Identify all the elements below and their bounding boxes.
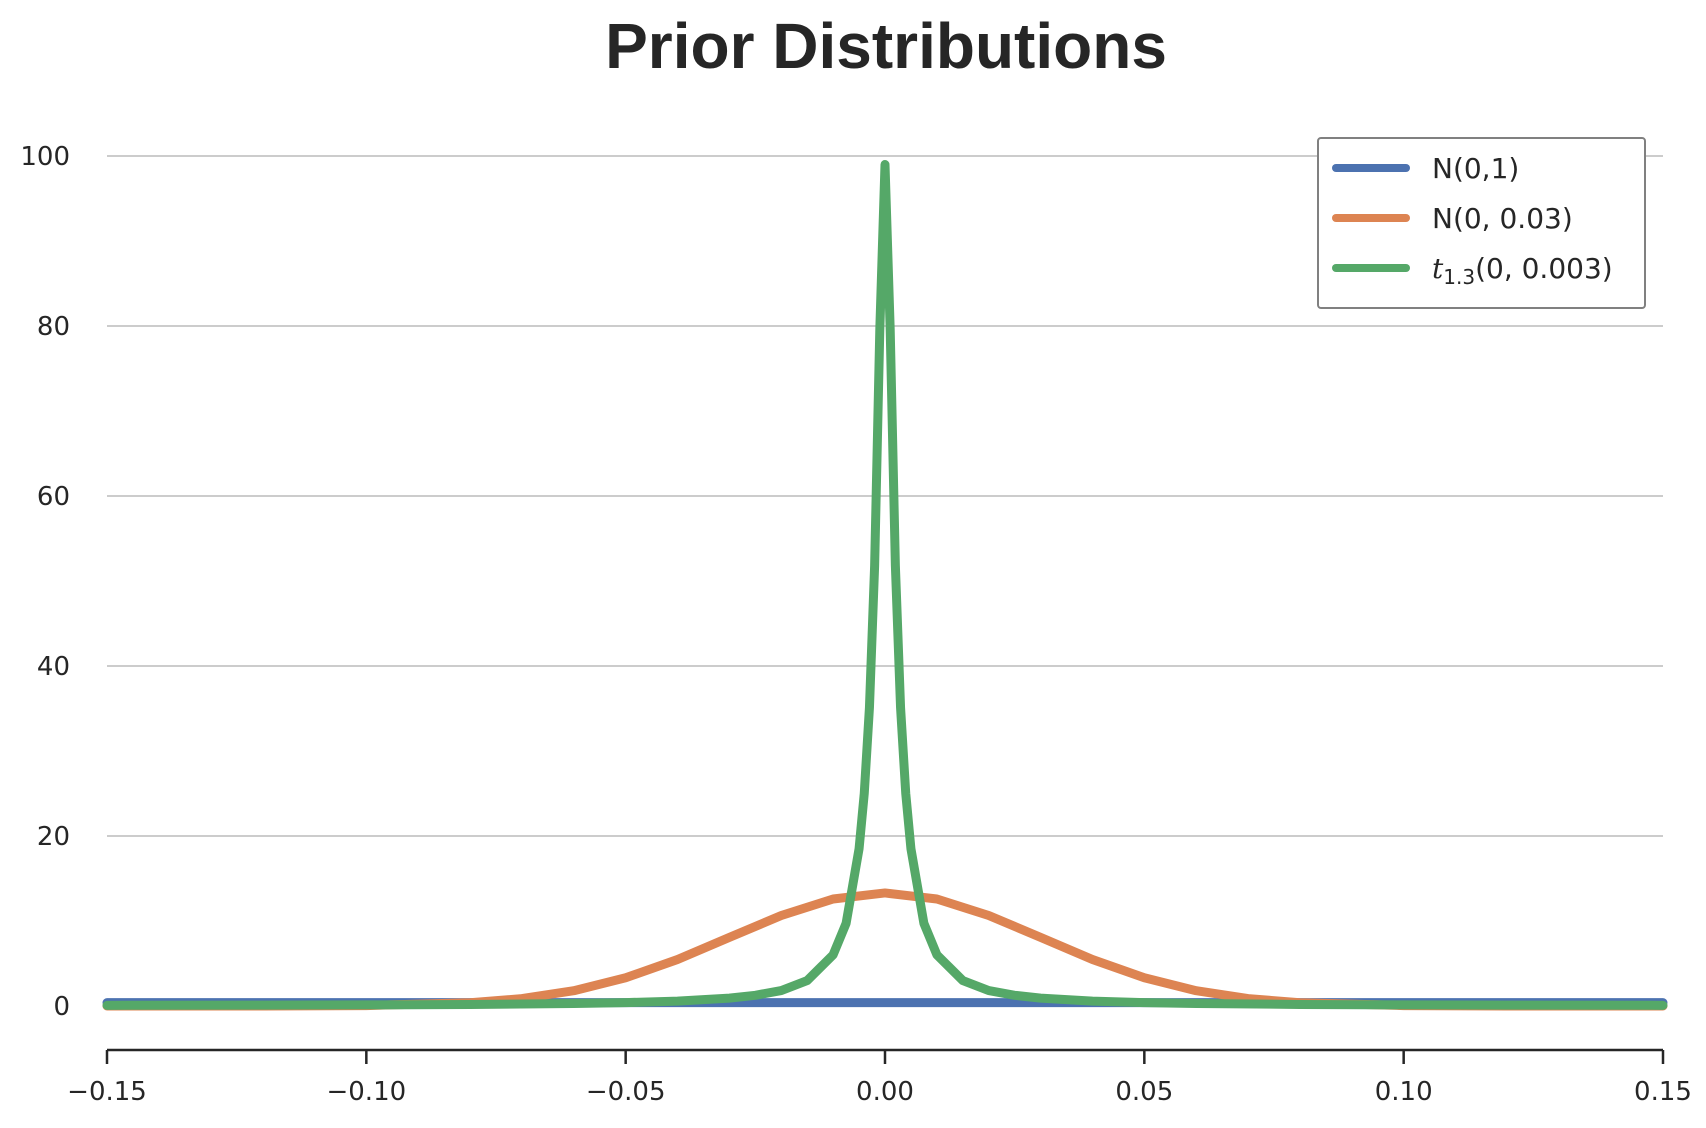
x-tick-label: 0.10: [1375, 1077, 1433, 1107]
y-tick-label: 100: [20, 142, 70, 172]
x-tick-label: −0.15: [67, 1077, 147, 1107]
y-tick-label: 60: [37, 482, 70, 512]
y-tick-label: 40: [37, 652, 70, 682]
x-tick-label: −0.10: [326, 1077, 406, 1107]
x-tick-label: 0.00: [856, 1077, 914, 1107]
legend-label-n0-003: N(0, 0.03): [1432, 202, 1573, 235]
legend-label-t13-suffix: (0, 0.003): [1475, 252, 1613, 285]
legend-label-n01: N(0,1): [1432, 152, 1519, 185]
y-tick-label: 20: [37, 822, 70, 852]
x-tick-label: 0.05: [1115, 1077, 1173, 1107]
y-axis-tick-labels: 0 20 40 60 80 100: [20, 142, 70, 1022]
y-tick-label: 80: [37, 312, 70, 342]
legend-label-t13-prefix: t: [1432, 252, 1444, 285]
x-tick-label: −0.05: [586, 1077, 666, 1107]
series-line-t13: [102, 160, 1668, 1010]
y-tick-label: 0: [53, 992, 70, 1022]
legend-label-t13-subscript: 1.3: [1443, 265, 1475, 289]
chart-title: Prior Distributions: [605, 10, 1167, 82]
grid-lines: [107, 155, 1663, 837]
x-tick-label: 0.15: [1634, 1077, 1692, 1107]
legend-label-t13: t1.3(0, 0.003): [1432, 252, 1613, 289]
x-axis: −0.15 −0.10 −0.05 0.00 0.05 0.10 0.15: [67, 1048, 1692, 1107]
series-line-n0-003: [102, 888, 1668, 1011]
legend: N(0,1) N(0, 0.03) t1.3(0, 0.003): [1317, 137, 1646, 309]
series-lines: [102, 160, 1668, 1011]
